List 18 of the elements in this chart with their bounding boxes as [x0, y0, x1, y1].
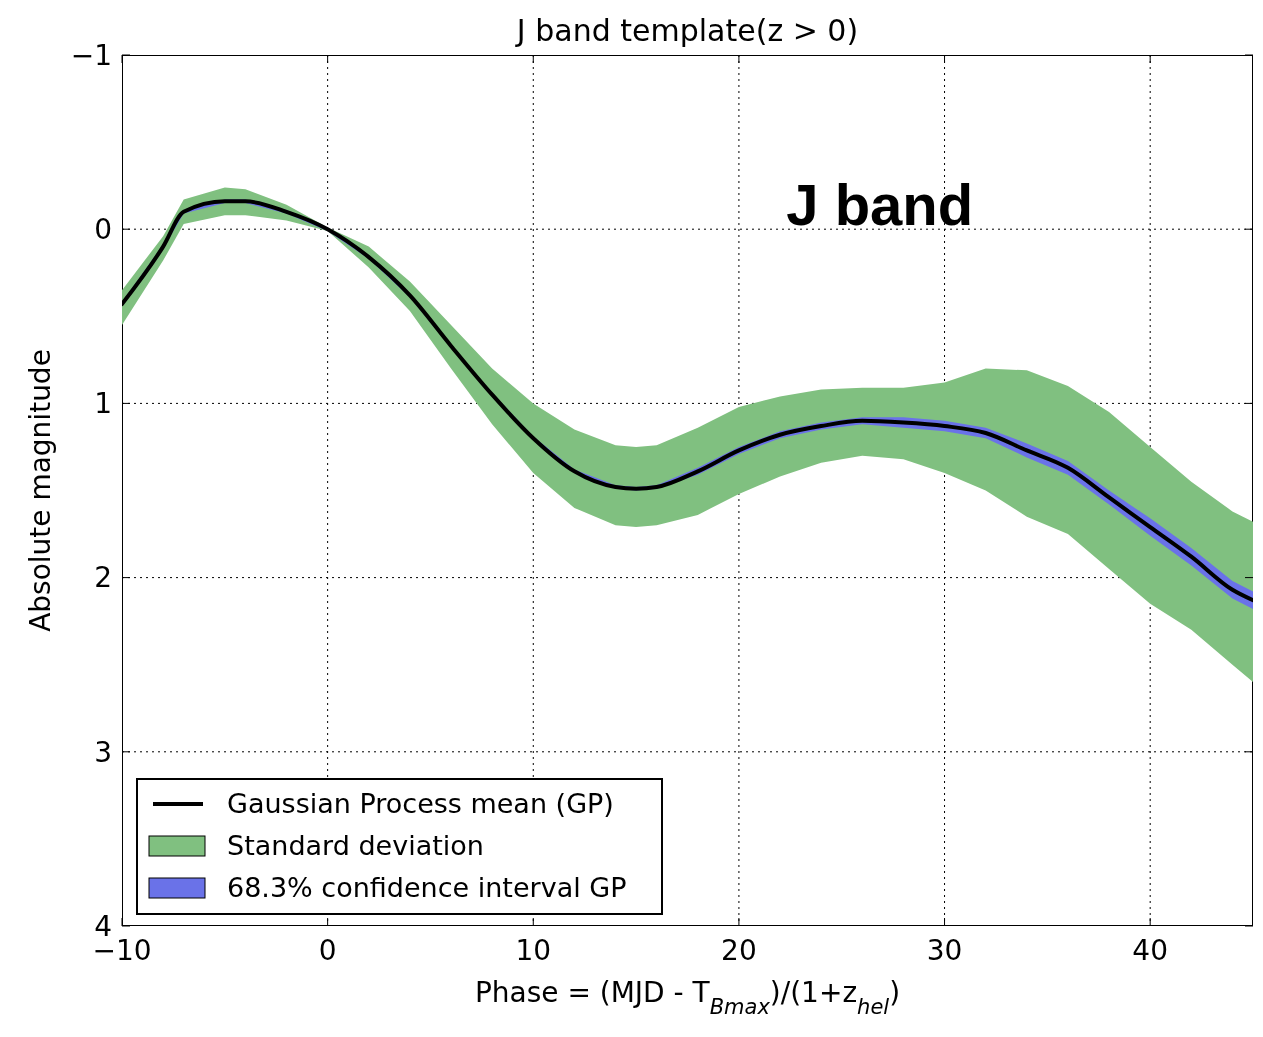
x-tick-label: 30: [926, 934, 963, 967]
x-tick-label: 40: [1132, 934, 1168, 967]
y-tick-label: −1: [70, 38, 112, 72]
y-tick-label: 2: [94, 561, 112, 595]
x-tick-label: 20: [721, 934, 757, 967]
chart-title: J band template(z > 0): [514, 13, 859, 48]
legend-label: 68.3% confidence interval GP: [227, 872, 627, 904]
y-axis-title: Absolute magnitude: [24, 349, 57, 632]
y-tick-label: 1: [94, 387, 112, 421]
y-tick-label: 3: [94, 735, 112, 769]
x-tick-label: 0: [318, 934, 337, 967]
x-axis-title: Phase = (MJD - T$_{Bmax}$)/(1+z$_{hel}$): [474, 976, 901, 1019]
y-tick-label: 4: [94, 909, 112, 943]
legend-label: Gaussian Process mean (GP): [227, 788, 614, 820]
y-tick-label: 0: [94, 213, 112, 246]
legend-label: Standard deviation: [227, 830, 484, 862]
annotation: J band: [786, 171, 974, 237]
x-tick-label: 10: [515, 934, 552, 967]
